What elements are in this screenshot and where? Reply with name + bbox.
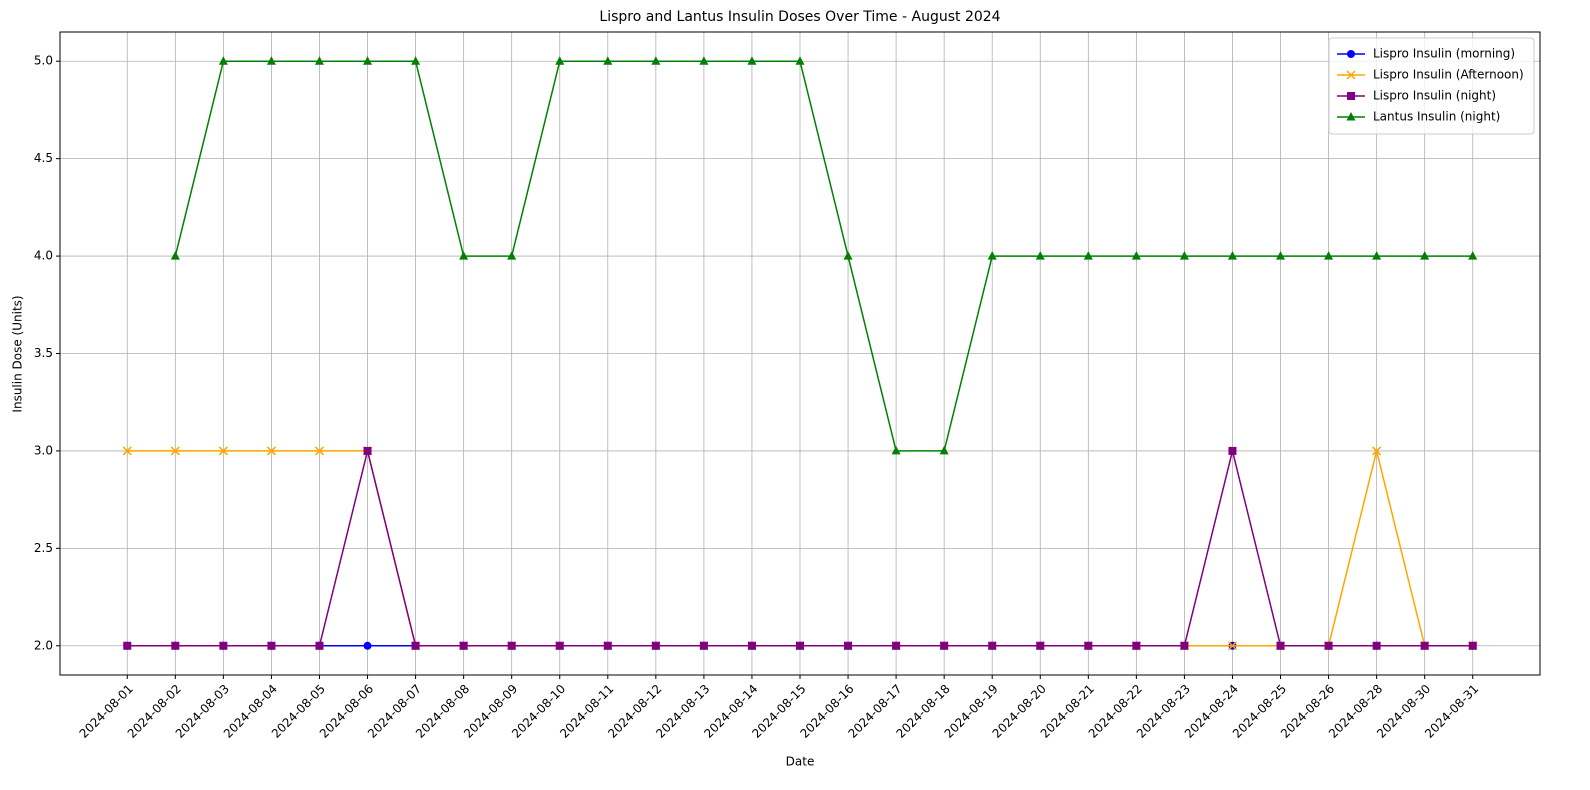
marker bbox=[699, 56, 709, 65]
series-line bbox=[174, 60, 1473, 452]
marker bbox=[844, 641, 853, 650]
legend: Lispro Insulin (morning) Lispro Insulin (… bbox=[1328, 37, 1535, 135]
marker bbox=[1036, 641, 1045, 650]
marker bbox=[1468, 641, 1477, 650]
marker bbox=[315, 641, 324, 650]
marker bbox=[1180, 641, 1189, 650]
marker bbox=[1420, 641, 1429, 650]
marker bbox=[1347, 50, 1355, 58]
legend-box bbox=[1328, 37, 1535, 135]
marker bbox=[843, 251, 853, 260]
y-tick-label: 2.0 bbox=[34, 638, 53, 652]
marker bbox=[363, 446, 372, 455]
chart-title: Lispro and Lantus Insulin Doses Over Tim… bbox=[599, 9, 1000, 25]
marker bbox=[603, 56, 613, 65]
marker bbox=[218, 56, 228, 65]
marker bbox=[314, 446, 325, 456]
marker bbox=[1372, 251, 1382, 260]
marker bbox=[1276, 641, 1285, 650]
marker bbox=[459, 641, 468, 650]
marker bbox=[219, 641, 228, 650]
marker bbox=[1084, 641, 1093, 650]
marker bbox=[218, 446, 228, 456]
legend-label: Lispro Insulin (morning) bbox=[1373, 47, 1515, 61]
y-tick-label: 3.0 bbox=[34, 443, 53, 457]
marker bbox=[1131, 251, 1141, 260]
marker bbox=[1083, 251, 1093, 260]
marker bbox=[171, 641, 180, 650]
marker bbox=[1035, 251, 1045, 260]
marker bbox=[507, 641, 516, 650]
marker bbox=[939, 445, 949, 455]
marker bbox=[170, 251, 180, 260]
marker bbox=[1372, 641, 1381, 650]
marker bbox=[1179, 251, 1189, 260]
marker bbox=[1228, 446, 1237, 455]
marker bbox=[747, 641, 756, 650]
marker bbox=[1346, 70, 1356, 80]
y-tick-label: 2.5 bbox=[34, 541, 53, 555]
y-tick-label: 5.0 bbox=[34, 54, 53, 68]
marker bbox=[555, 56, 565, 65]
marker bbox=[411, 641, 420, 650]
marker bbox=[891, 445, 901, 455]
marker bbox=[266, 56, 276, 65]
marker bbox=[892, 641, 901, 650]
marker bbox=[1324, 641, 1333, 650]
y-tick-label: 4.0 bbox=[34, 249, 53, 263]
marker bbox=[363, 641, 372, 650]
marker bbox=[1276, 251, 1286, 260]
marker bbox=[699, 641, 708, 650]
legend-label: Lispro Insulin (night) bbox=[1373, 89, 1496, 103]
marker bbox=[1324, 251, 1334, 260]
marker bbox=[1227, 251, 1237, 260]
marker bbox=[796, 641, 804, 650]
marker bbox=[1227, 641, 1238, 651]
marker bbox=[987, 251, 997, 260]
marker bbox=[266, 446, 276, 456]
y-tick-label: 4.5 bbox=[34, 151, 53, 165]
marker bbox=[940, 641, 949, 650]
marker bbox=[651, 641, 660, 650]
marker bbox=[988, 641, 997, 650]
marker bbox=[555, 641, 564, 650]
marker bbox=[1420, 251, 1430, 260]
marker bbox=[1372, 446, 1382, 456]
marker bbox=[314, 56, 324, 65]
marker bbox=[459, 251, 469, 260]
y-axis-label: Insulin Dose (Units) bbox=[11, 295, 25, 412]
marker bbox=[123, 641, 132, 650]
marker bbox=[170, 446, 180, 456]
marker bbox=[411, 56, 421, 65]
plot-frame bbox=[59, 31, 1541, 676]
marker bbox=[1468, 251, 1478, 260]
marker bbox=[603, 641, 612, 650]
marker bbox=[651, 56, 661, 65]
y-tick-label: 3.5 bbox=[34, 346, 53, 360]
marker bbox=[1346, 112, 1356, 121]
marker bbox=[363, 56, 373, 65]
marker bbox=[747, 56, 757, 65]
marker bbox=[507, 251, 517, 260]
marker bbox=[1132, 641, 1141, 650]
marker bbox=[795, 56, 805, 65]
legend-label: Lantus Insulin (night) bbox=[1373, 110, 1500, 124]
marker bbox=[267, 641, 276, 650]
x-axis-label: Date bbox=[786, 755, 815, 769]
marker bbox=[122, 446, 132, 456]
legend-label: Lispro Insulin (Afternoon) bbox=[1373, 68, 1524, 82]
marker bbox=[1347, 92, 1355, 100]
